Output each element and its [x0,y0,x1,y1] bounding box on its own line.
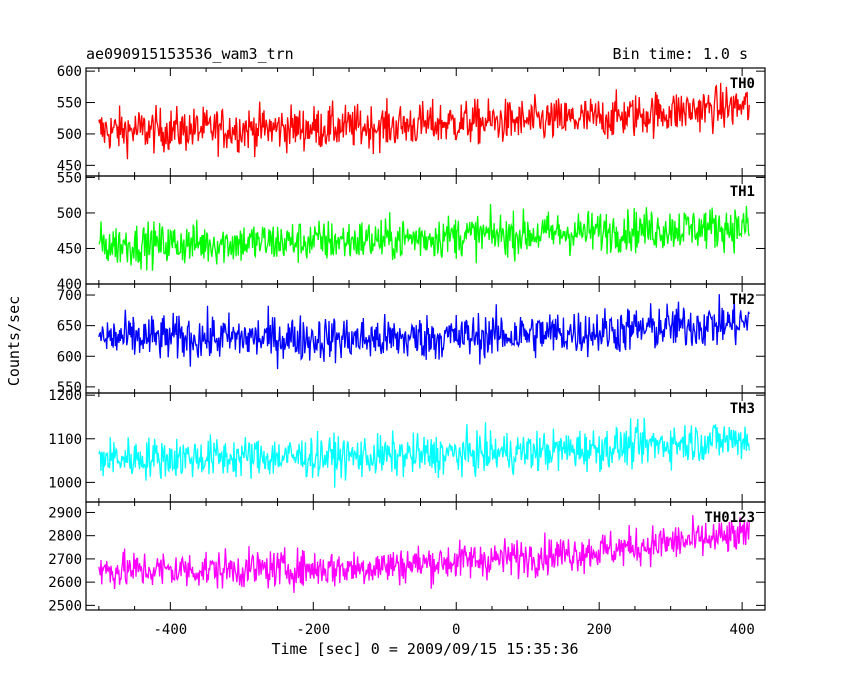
y-tick-label: 2600 [48,575,82,591]
x-axis-label: Time [sec] 0 = 2009/09/15 15:35:36 [271,640,578,658]
y-tick-label: 600 [57,349,82,365]
panel-frame-th0123 [85,501,766,611]
header-bin-time: Bin time: 1.0 s [613,45,748,63]
y-tick-label: 400 [57,277,82,293]
panel-label-th2: TH2 [730,292,755,308]
y-tick-label: 1000 [48,475,82,491]
y-tick-label: 2800 [48,529,82,545]
y-tick-label: 1200 [48,388,82,404]
y-tick-label: 650 [57,319,82,335]
series-line-th3 [98,417,750,488]
y-tick-label: 450 [57,241,82,257]
y-tick-label: 600 [57,64,82,80]
frame-layer [85,67,766,611]
x-tick-label: 0 [452,622,460,638]
y-tick-label: 500 [57,127,82,143]
y-tick-label: 500 [57,206,82,222]
series-line-th0123 [98,515,750,593]
data-layer [98,82,750,593]
x-tick-label: -200 [296,622,330,638]
x-tick-label: 200 [587,622,612,638]
x-tick-label: 400 [729,622,754,638]
y-tick-label: 450 [57,158,82,174]
header-object-name: ae090915153536_wam3_trn [86,45,294,63]
x-tick-label: -400 [153,622,187,638]
y-tick-label: 1100 [48,432,82,448]
panel-label-th1: TH1 [730,184,755,200]
panel-label-th3: TH3 [730,401,755,417]
series-line-th1 [98,203,750,271]
y-tick-label: 2500 [48,598,82,614]
panel-label-th0: TH0 [730,76,755,92]
series-line-th0 [98,82,750,160]
y-tick-label: 550 [57,96,82,112]
panel-label-th0123: TH0123 [704,510,755,526]
label-layer: TH0 450 500 550 600 TH1 400 450 500 550 TH2 550 600 6… [48,64,755,638]
y-tick-label: 550 [57,380,82,396]
series-line-th2 [98,294,750,370]
y-tick-label: 550 [57,170,82,186]
y-tick-label: 2700 [48,552,82,568]
y-axis-label: Counts/sec [5,296,23,386]
y-tick-label: 700 [57,288,82,304]
y-tick-label: 2900 [48,505,82,521]
